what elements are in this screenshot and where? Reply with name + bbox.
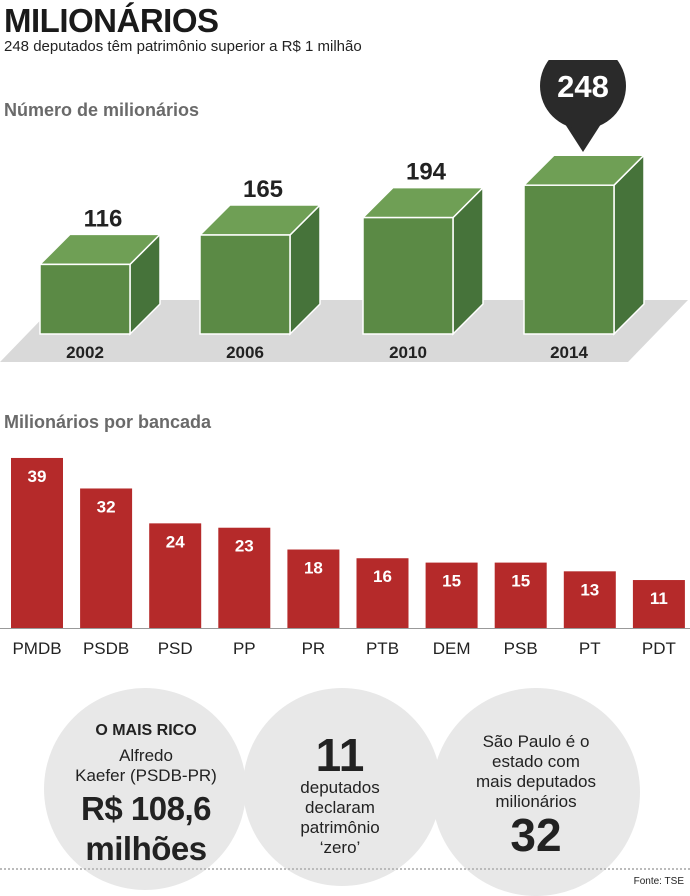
zero-line3: patrimônio	[300, 818, 380, 837]
party-bar-PDT	[632, 580, 685, 628]
box-front-2014	[523, 184, 615, 335]
richest-name: Alfredo	[119, 746, 173, 765]
richest-party: Kaefer (PSDB-PR)	[75, 766, 217, 785]
party-value-PT: 13	[580, 580, 599, 599]
millionaires-by-party-chart: 39 PMDB 32 PSDB 24 PSD 23 PP 18 PR 16 PTB 15 DEM 15 PSB…	[0, 457, 690, 658]
sp-fact: São Paulo é o estado com mais deputados …	[446, 732, 626, 858]
sp-number: 32	[510, 809, 562, 861]
zero-number: 11	[315, 729, 365, 781]
chart1-title: Número de milionários	[4, 100, 200, 120]
sp-line2: estado com	[492, 752, 580, 771]
party-bar-PTB	[356, 558, 409, 628]
richest-heading: O MAIS RICO	[95, 722, 197, 739]
fact-circle-sp	[432, 688, 640, 896]
party-label-PSB: PSB	[504, 639, 538, 658]
box-2010	[361, 185, 485, 336]
party-bar-PSB	[494, 562, 547, 628]
party-bar-PR	[287, 549, 340, 628]
box-2006	[198, 203, 322, 336]
year-label-2014: 2014	[550, 343, 588, 362]
value-label-2014: 248	[557, 69, 609, 104]
party-value-PDT: 11	[650, 589, 668, 608]
sp-line4: milionários	[495, 792, 577, 811]
callout-bubble	[540, 60, 626, 129]
zero-fact: 11 deputados declaram patrimônio ‘zero’	[250, 732, 430, 858]
fact-circle-zero	[243, 688, 441, 886]
richest-unit: milhões	[85, 830, 207, 867]
box-front-2006	[199, 234, 291, 335]
year-label-2010: 2010	[389, 343, 427, 362]
source-note: Fonte: TSE	[633, 876, 684, 887]
sp-line3: mais deputados	[475, 772, 597, 791]
party-value-PTB: 16	[373, 567, 392, 586]
party-value-PP: 23	[235, 537, 254, 556]
chart1-platform	[0, 300, 688, 362]
richest-amount: R$ 108,6	[81, 790, 211, 827]
party-label-PT: PT	[579, 639, 601, 658]
value-label-2002: 116	[84, 205, 123, 232]
zero-line2: declaram	[305, 798, 375, 817]
box-2014	[522, 153, 646, 336]
party-value-PSB: 15	[511, 572, 530, 591]
party-value-PSDB: 32	[97, 497, 116, 516]
party-label-PTB: PTB	[366, 639, 399, 658]
millionaires-by-year-chart: 2002 116 2006 165 2010 194 2014 248	[0, 60, 688, 362]
sp-line1: São Paulo é o	[482, 732, 590, 751]
zero-line4: ‘zero’	[319, 838, 361, 857]
party-label-PSD: PSD	[158, 639, 193, 658]
box-front-2002	[39, 263, 131, 335]
richest-fact: O MAIS RICO Alfredo Kaefer (PSDB-PR) R$ …	[48, 722, 244, 866]
year-label-2002: 2002	[66, 343, 104, 362]
party-value-PMDB: 39	[28, 467, 47, 486]
box-front-2010	[362, 216, 454, 335]
party-bar-PSD	[149, 523, 202, 628]
party-label-PMDB: PMDB	[12, 639, 61, 658]
party-label-PDT: PDT	[642, 639, 676, 658]
party-bar-PMDB	[11, 457, 63, 628]
value-label-2006: 165	[243, 176, 283, 203]
party-label-DEM: DEM	[433, 639, 471, 658]
party-bar-DEM	[425, 562, 478, 628]
party-bar-PP	[218, 527, 271, 628]
party-bar-PSDB	[80, 488, 133, 628]
value-label-2010: 194	[406, 159, 447, 186]
party-label-PR: PR	[302, 639, 326, 658]
party-value-PSD: 24	[166, 532, 185, 551]
year-label-2006: 2006	[226, 343, 264, 362]
party-bar-PT	[563, 571, 616, 628]
page-title: MILIONÁRIOS	[4, 2, 219, 39]
party-label-PP: PP	[233, 639, 256, 658]
zero-line1: deputados	[300, 778, 380, 797]
box-side-2014	[613, 153, 645, 336]
footer-divider	[0, 868, 690, 870]
party-value-DEM: 15	[442, 572, 461, 591]
facts-panel: O MAIS RICO Alfredo Kaefer (PSDB-PR) R$ …	[0, 680, 690, 896]
chart2-title: Milionários por bancada	[4, 412, 212, 432]
box-2002	[38, 232, 162, 336]
callout-pointer	[565, 124, 601, 152]
fact-circle-richest	[44, 688, 246, 890]
page-subtitle: 248 deputados têm patrimônio superior a …	[4, 38, 362, 55]
party-value-PR: 18	[304, 559, 323, 578]
party-label-PSDB: PSDB	[83, 639, 129, 658]
